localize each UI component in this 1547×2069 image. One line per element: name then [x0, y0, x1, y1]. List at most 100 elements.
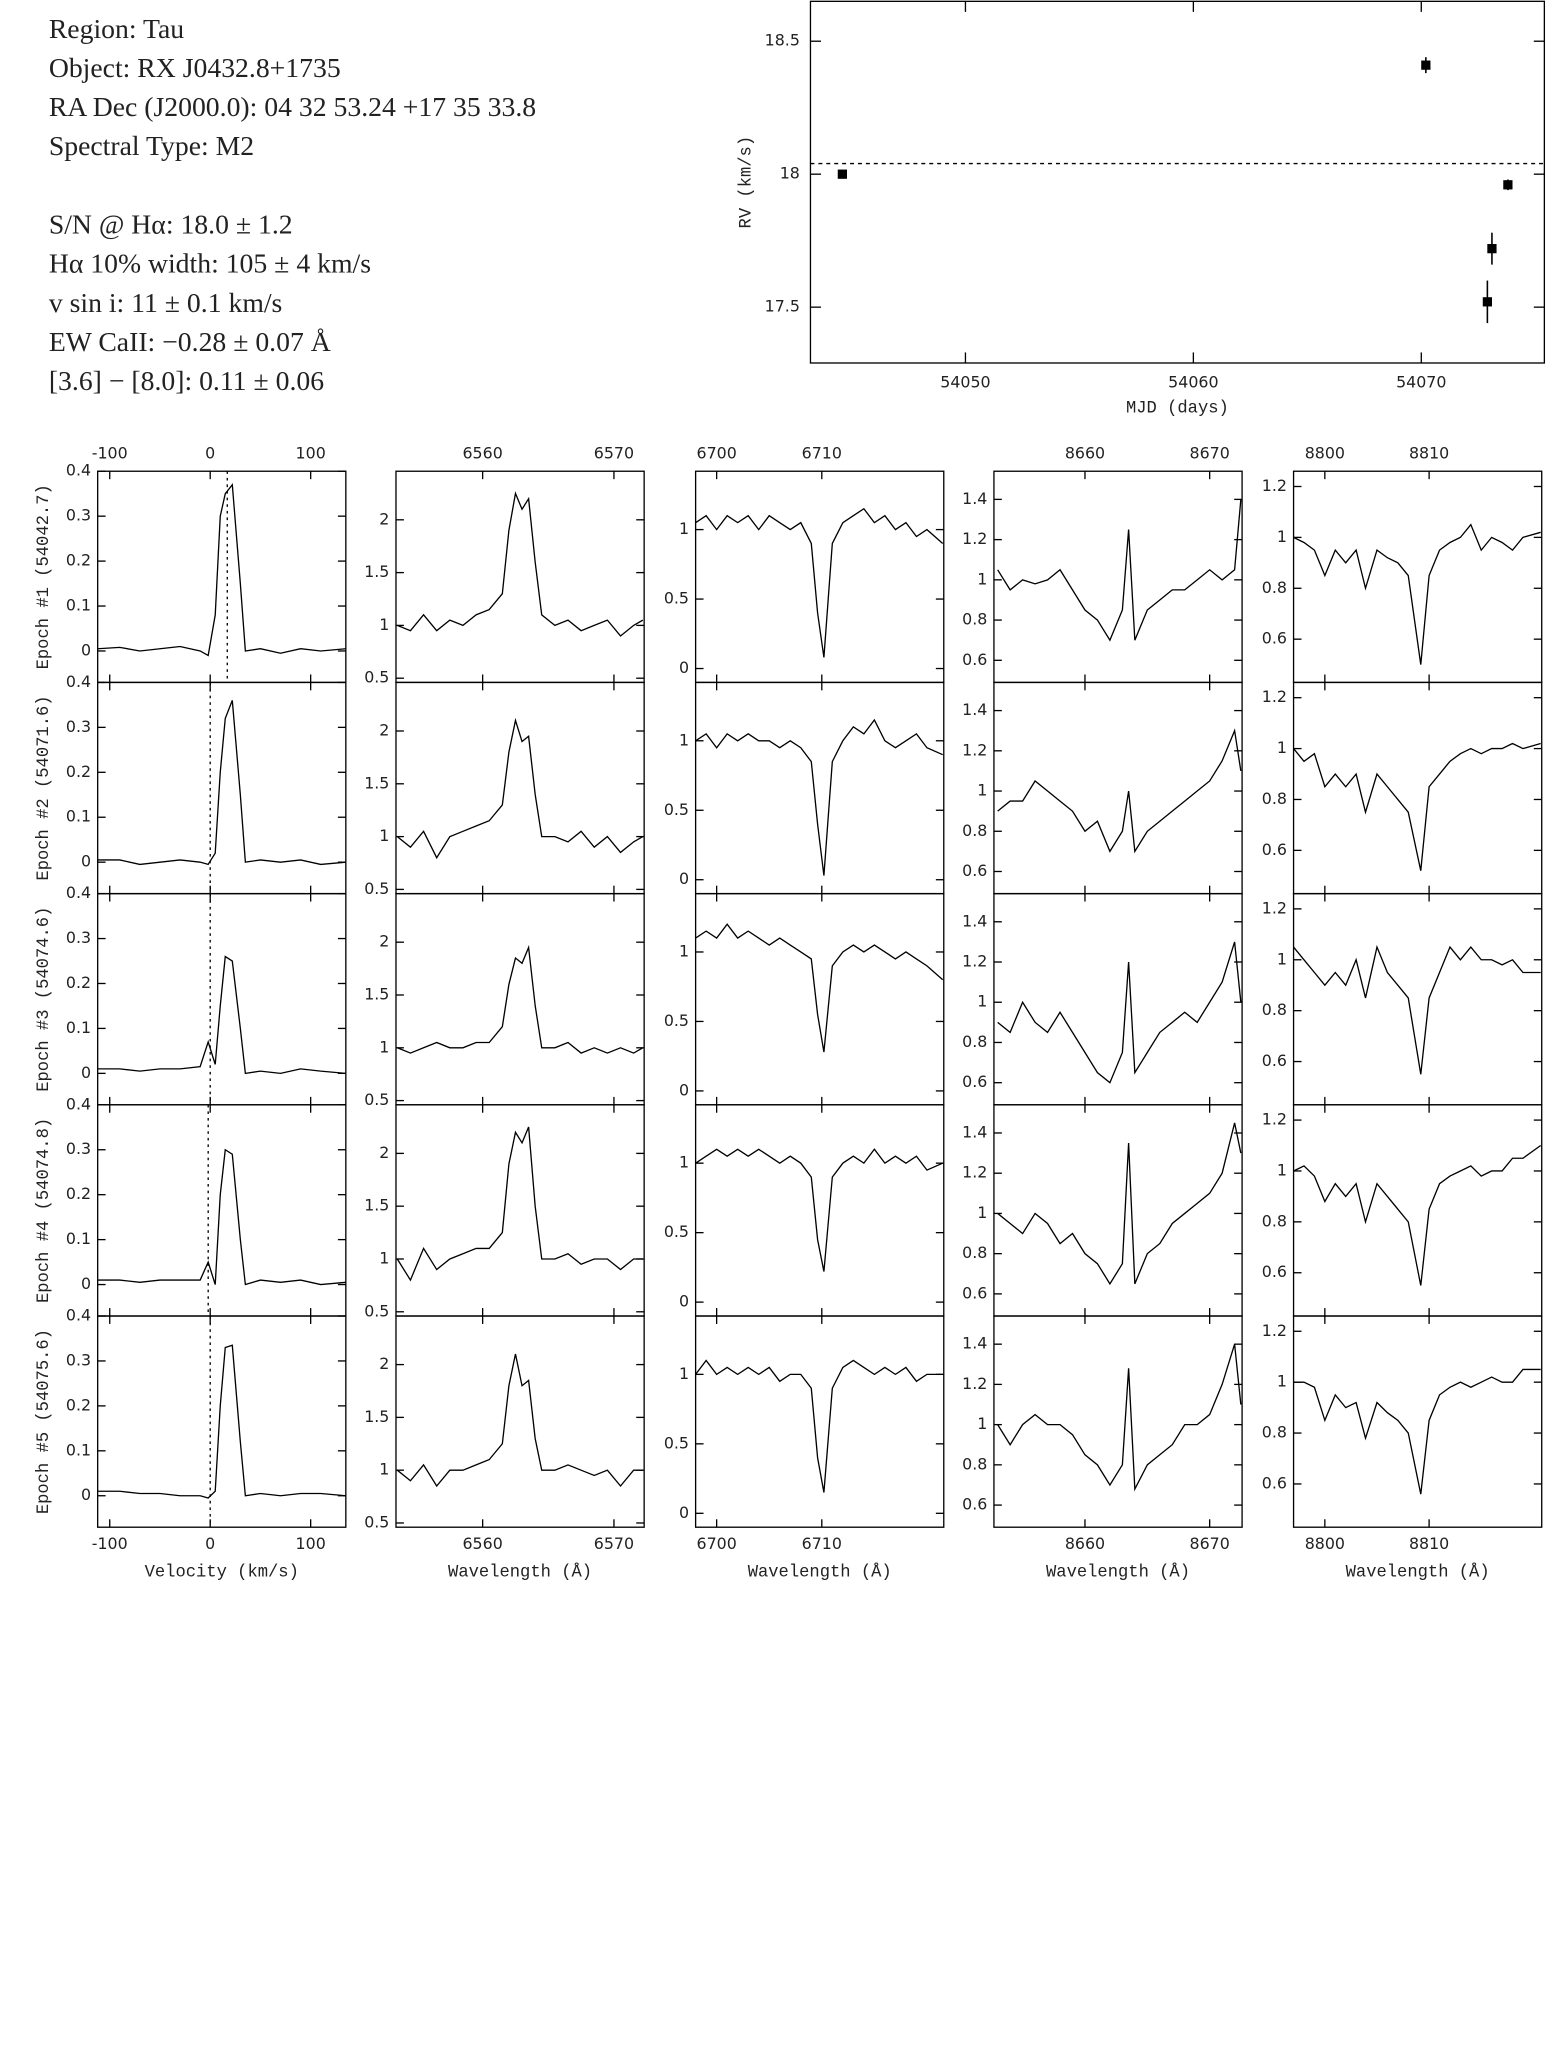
y-tick-label: 1.2 — [962, 952, 987, 971]
header-line: Spectral Type: M2 — [49, 130, 254, 161]
y-tick-label: 0.1 — [66, 1018, 91, 1037]
spectrum-line — [997, 941, 1242, 1084]
spectrum-line — [97, 1344, 346, 1499]
spectrum-line — [396, 1126, 643, 1282]
plot-frame — [993, 1104, 1243, 1317]
y-tick-label: 1 — [977, 1203, 987, 1222]
y-tick-label: 0.3 — [66, 928, 91, 947]
plot-frame — [1292, 1315, 1543, 1528]
y-tick-label: 0.2 — [66, 551, 91, 570]
spectrum-line — [695, 507, 944, 658]
x-tick-label: 6710 — [802, 444, 842, 463]
spectrum-line — [1293, 523, 1541, 665]
x-tick-label: 6570 — [594, 444, 634, 463]
spectrum-line — [1293, 742, 1541, 871]
y-tick-label: 0.2 — [66, 1395, 91, 1414]
y-tick-label: 0.6 — [962, 1283, 987, 1302]
data-point — [1482, 297, 1492, 307]
y-tick-label: 1 — [1277, 738, 1287, 757]
x-tick-label: 54070 — [1396, 372, 1446, 391]
plot-frame — [694, 681, 945, 895]
y-tick-label: 1 — [1277, 1372, 1287, 1391]
y-tick-label: 1.5 — [364, 1196, 389, 1215]
y-tick-label: 0.8 — [962, 821, 987, 840]
y-tick-label: 1 — [679, 1364, 689, 1383]
y-tick-label: 1 — [679, 730, 689, 749]
y-tick-label: 0 — [81, 1485, 91, 1504]
x-axis-label: Wavelength (Å) — [1046, 1564, 1190, 1583]
y-tick-label: 0.1 — [66, 1440, 91, 1459]
spectrum-line — [1293, 1144, 1542, 1286]
y-tick-label: 0 — [81, 852, 91, 871]
y-tick-label: 1 — [977, 781, 987, 800]
y-tick-label: 1.2 — [962, 1374, 987, 1393]
plot-frame — [993, 1315, 1243, 1528]
y-tick-label: 0.3 — [66, 1350, 91, 1369]
spectrum-line — [97, 700, 346, 866]
y-tick-label: 0 — [679, 1292, 689, 1311]
x-tick-label: 8670 — [1190, 444, 1230, 463]
epoch-label: Epoch #4 (54074.8) — [35, 1118, 54, 1303]
y-tick-label: 0.8 — [1262, 578, 1287, 597]
plot-frame — [993, 892, 1243, 1106]
x-tick-label: 6570 — [594, 1534, 634, 1553]
y-tick-label: 0.5 — [664, 1011, 689, 1030]
y-tick-label: 0.8 — [1262, 789, 1287, 808]
plot-frame — [395, 681, 645, 895]
plot-frame — [694, 1315, 945, 1528]
y-tick-label: 0.3 — [66, 717, 91, 736]
y-tick-label: 1 — [679, 1153, 689, 1172]
y-tick-label: 1.5 — [364, 984, 389, 1003]
header-line: v sin i: 11 ± 0.1 km/s — [49, 287, 283, 318]
y-tick-label: 0.3 — [66, 1139, 91, 1158]
header-line: [3.6] − [8.0]: 0.11 ± 0.06 — [49, 365, 324, 396]
x-tick-label: 8660 — [1065, 444, 1105, 463]
spectrum-line — [997, 1122, 1242, 1286]
y-tick-label: 1.2 — [1262, 898, 1287, 917]
x-tick-label: 0 — [205, 1534, 215, 1553]
y-tick-label: 1.4 — [962, 700, 987, 719]
plot-frame — [97, 1104, 347, 1317]
epoch-label: Epoch #1 (54042.7) — [35, 484, 54, 669]
y-tick-label: 1.2 — [962, 740, 987, 759]
plot-frame — [395, 892, 645, 1106]
y-tick-label: 1 — [1277, 1160, 1287, 1179]
spectrum-line — [397, 491, 644, 637]
header-line: Object: RX J0432.8+1735 — [49, 52, 341, 83]
y-tick-label: 0 — [679, 869, 689, 888]
y-tick-label: 1.5 — [364, 562, 389, 581]
x-tick-label: 0 — [205, 444, 215, 463]
x-axis-label: Velocity (km/s) — [145, 1564, 299, 1583]
y-tick-label: 0.4 — [66, 1306, 91, 1325]
spectrum-line — [97, 1148, 346, 1286]
y-tick-label: 0.5 — [664, 589, 689, 608]
spectrum-line — [695, 1359, 943, 1493]
y-tick-label: 0.4 — [66, 883, 91, 902]
y-tick-label: 0.6 — [962, 650, 987, 669]
spectrum-line — [695, 923, 944, 1053]
y-tick-label: 0 — [81, 1063, 91, 1082]
y-tick-label: 0.6 — [1262, 1262, 1287, 1281]
y-tick-label: 0.1 — [66, 596, 91, 615]
y-tick-label: 0 — [81, 640, 91, 659]
header-line: EW CaII: −0.28 ± 0.07 Å — [49, 326, 331, 357]
x-tick-label: 54060 — [1168, 372, 1218, 391]
y-tick-label: 0.1 — [66, 807, 91, 826]
spectrum-line — [997, 728, 1242, 854]
x-tick-label: 8800 — [1305, 1534, 1345, 1553]
y-tick-label: 18 — [780, 164, 800, 183]
y-tick-label: 0.5 — [664, 800, 689, 819]
spectrum-line — [997, 1343, 1242, 1492]
y-tick-label: 0.6 — [1262, 629, 1287, 648]
y-tick-label: 1.4 — [962, 1122, 987, 1141]
x-tick-label: 6560 — [462, 1534, 502, 1553]
y-tick-label: 0.5 — [664, 1433, 689, 1452]
plot-frame — [395, 1315, 645, 1528]
y-tick-label: 1 — [977, 992, 987, 1011]
y-tick-label: 0.5 — [664, 1222, 689, 1241]
y-tick-label: 2 — [379, 1143, 389, 1162]
plot-frame — [694, 892, 945, 1106]
y-tick-label: 1 — [1277, 949, 1287, 968]
y-tick-label: 1.2 — [1262, 1110, 1287, 1129]
